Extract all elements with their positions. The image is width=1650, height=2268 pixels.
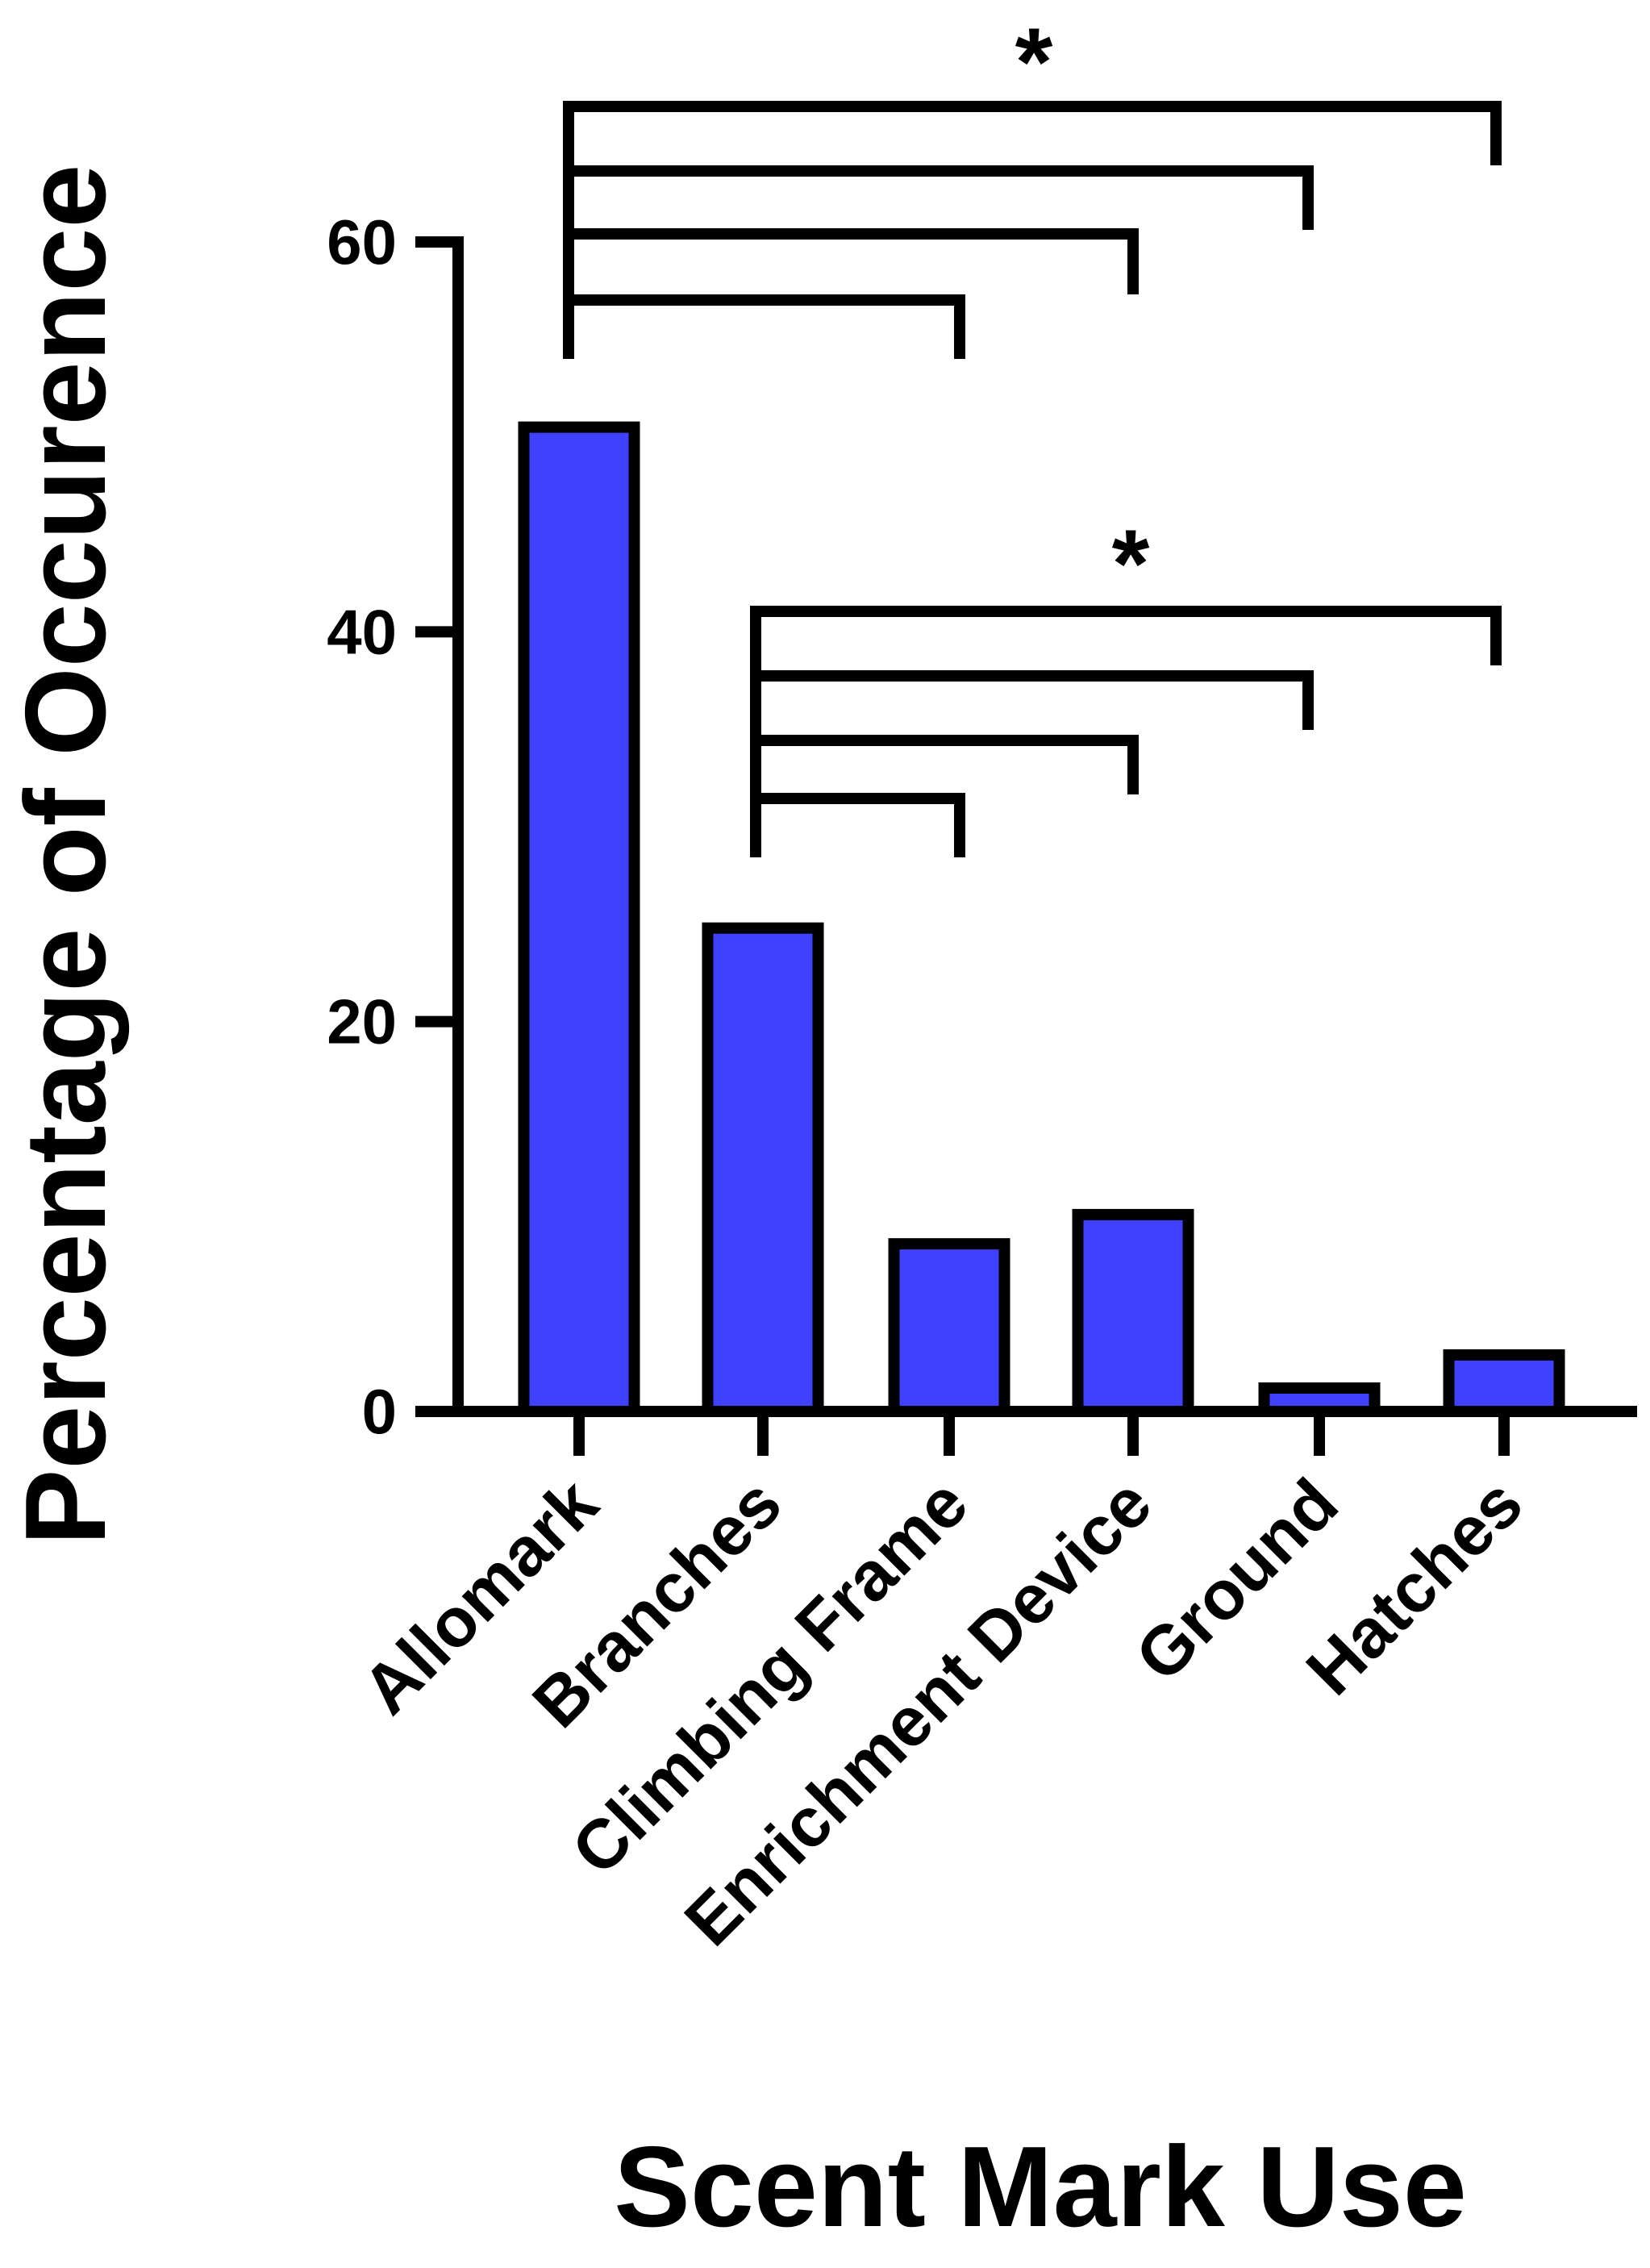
y-tick-label: 40: [327, 596, 397, 667]
significance-star: *: [1112, 510, 1150, 618]
bar-climbing-frame: [888, 1238, 1010, 1417]
bar-hatches: [1443, 1349, 1565, 1417]
significance-brackets: **: [563, 8, 1502, 857]
y-tick-label: 20: [327, 986, 397, 1057]
significance-star: *: [1015, 8, 1053, 116]
x-axis-title: Scent Mark Use: [614, 2123, 1467, 2251]
bar-enrichment-device: [1072, 1208, 1194, 1417]
axes: [415, 236, 1637, 1417]
bars: [518, 421, 1565, 1417]
y-tick-label: 60: [327, 206, 397, 277]
bar-branches: [702, 922, 824, 1417]
y-ticks: 0 20 40 60: [327, 206, 458, 1447]
y-tick-label: 0: [362, 1376, 397, 1447]
bar-allomark: [518, 421, 640, 1417]
y-axis-title: Percentage of Occurence: [2, 165, 130, 1546]
